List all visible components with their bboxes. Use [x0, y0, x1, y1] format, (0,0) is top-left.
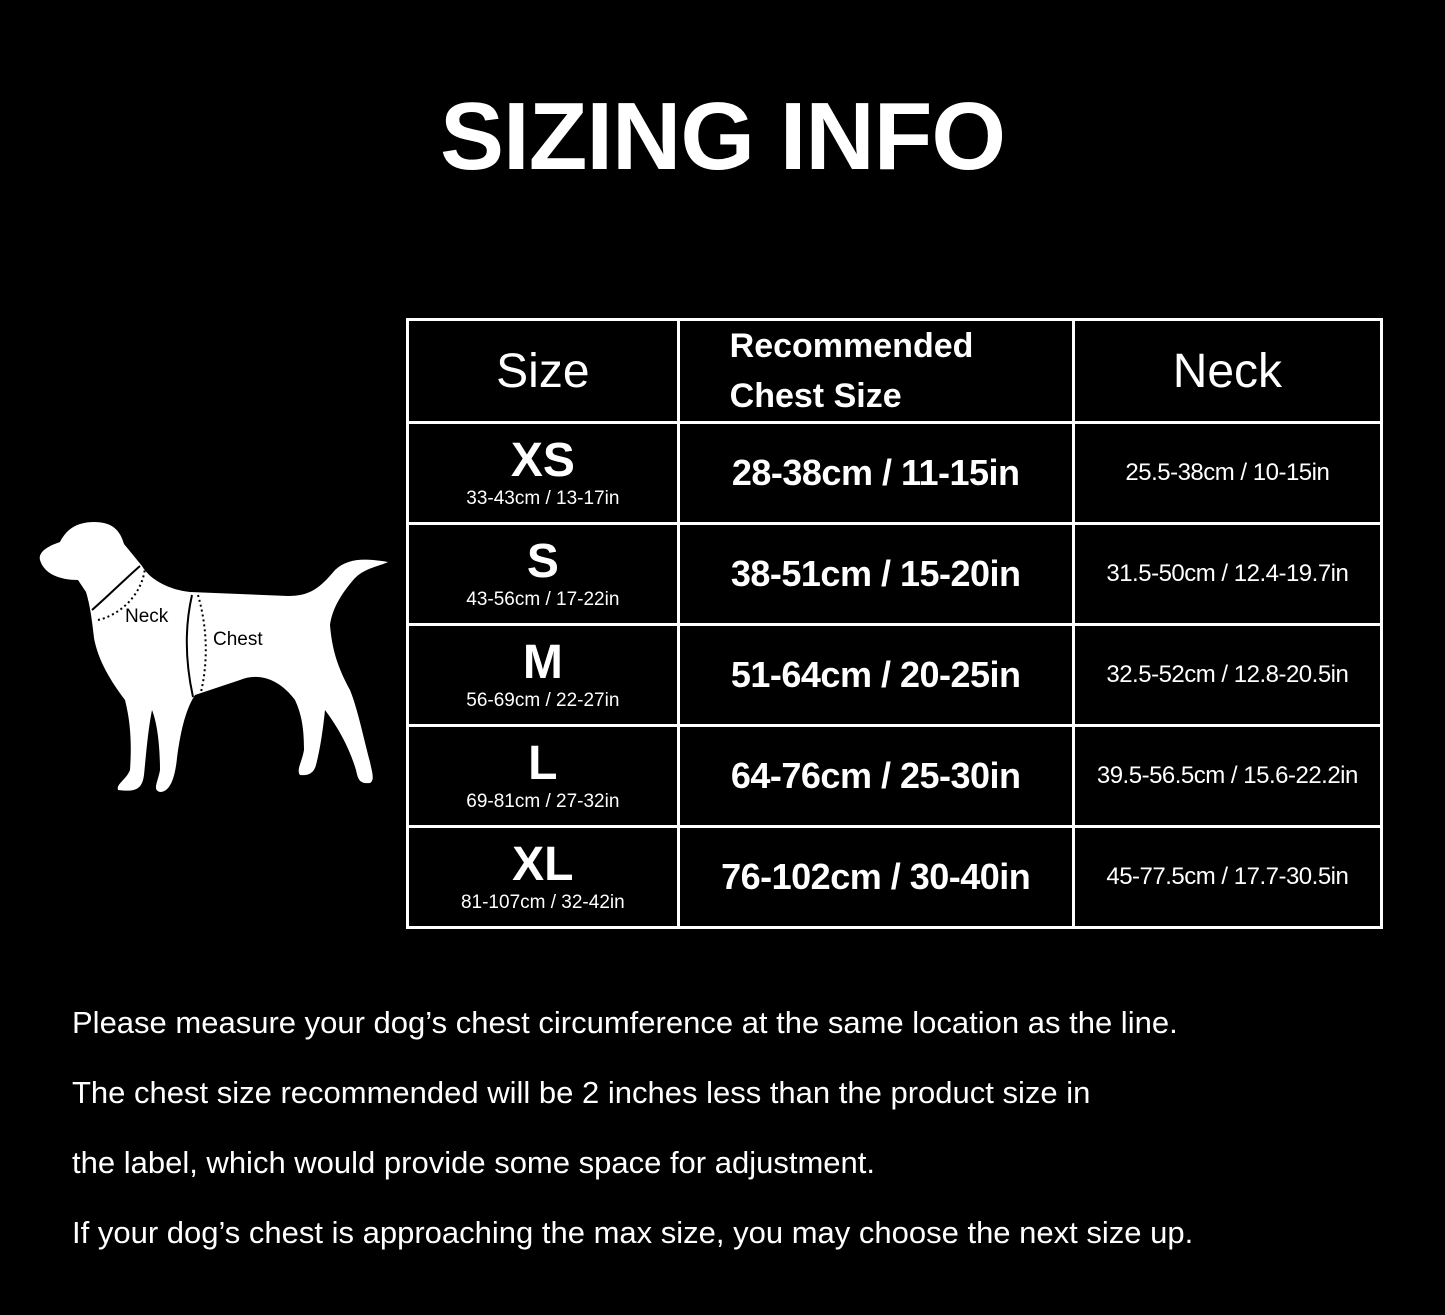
neck-value: 25.5-38cm / 10-15in — [1071, 421, 1384, 525]
note-line: The chest size recommended will be 2 inc… — [72, 1075, 1091, 1110]
chest-value: 28-38cm / 11-15in — [676, 421, 1075, 525]
size-label: XS — [510, 434, 575, 487]
size-range: 69-81cm / 27-32in — [466, 791, 620, 812]
note-line: the label, which would provide some spac… — [72, 1145, 875, 1180]
size-range: 43-56cm / 17-22in — [466, 589, 620, 610]
chest-line-icon — [185, 594, 194, 698]
neck-value: 39.5-56.5cm / 15.6-22.2in — [1071, 724, 1384, 828]
chest-dotted-line-icon — [197, 594, 207, 697]
dog-measurement-illustration: Neck Chest — [39, 522, 388, 792]
header-chest-size: Chest Size — [729, 377, 902, 415]
table-row: XL 81-107cm / 32-42in 76-102cm / 30-40in … — [406, 825, 1384, 929]
table-row: M 56-69cm / 22-27in 51-64cm / 20-25in 32.… — [406, 623, 1384, 727]
header-neck: Neck — [1071, 318, 1384, 424]
neck-value: 32.5-52cm / 12.8-20.5in — [1071, 623, 1384, 727]
sizing-table: Size Recommended Chest Size Neck XS 33-43c… — [406, 318, 1384, 929]
neck-value: 45-77.5cm / 17.7-30.5in — [1071, 825, 1384, 929]
chest-value: 38-51cm / 15-20in — [676, 522, 1075, 626]
neck-line-icon — [91, 565, 141, 611]
neck-dotted-line-icon — [97, 567, 146, 621]
table-row: S 43-56cm / 17-22in 38-51cm / 15-20in 31.… — [406, 522, 1384, 626]
header-size: Size — [406, 318, 680, 424]
chest-value: 64-76cm / 25-30in — [676, 724, 1075, 828]
size-range: 33-43cm / 13-17in — [466, 488, 620, 509]
note-line: If your dog’s chest is approaching the m… — [72, 1215, 1194, 1250]
page-title: SIZING INFO — [440, 83, 1006, 190]
table-row: XS 33-43cm / 13-17in 28-38cm / 11-15in 25… — [406, 421, 1384, 525]
size-label: S — [526, 535, 559, 588]
note-line: Please measure your dog’s chest circumfe… — [72, 1005, 1178, 1040]
header-recommended: Recommended — [729, 327, 974, 365]
table-row: L 69-81cm / 27-32in 64-76cm / 25-30in 39.… — [406, 724, 1384, 828]
chest-value: 76-102cm / 30-40in — [676, 825, 1075, 929]
header-recommended-chest: Recommended Chest Size — [676, 318, 1075, 424]
neck-value: 31.5-50cm / 12.4-19.7in — [1071, 522, 1384, 626]
chest-value: 51-64cm / 20-25in — [676, 623, 1075, 727]
chest-label: Chest — [213, 629, 263, 650]
size-label: XL — [512, 838, 574, 891]
measurement-notes: Please measure your dog’s chest circumfe… — [72, 1000, 1193, 1280]
size-label: M — [522, 636, 563, 689]
size-range: 56-69cm / 22-27in — [466, 690, 620, 711]
neck-label: Neck — [125, 606, 169, 627]
table-header-row: Size Recommended Chest Size Neck — [406, 318, 1384, 424]
size-label: L — [528, 737, 558, 790]
size-range: 81-107cm / 32-42in — [460, 892, 625, 913]
dog-silhouette — [39, 522, 388, 792]
